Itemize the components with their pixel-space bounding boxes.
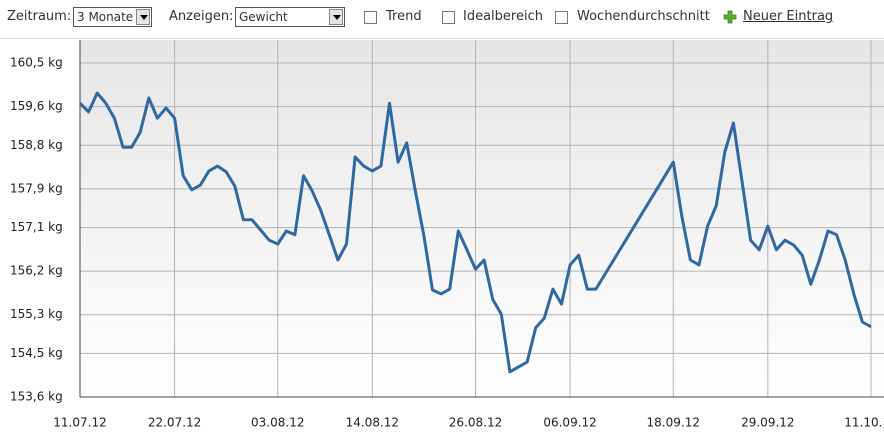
show-value: Gewicht [239,10,288,24]
y-tick-label: 157,1 kg [10,220,63,234]
y-tick-label: 154,5 kg [10,346,63,360]
x-tick-label: 06.09.12 [543,416,596,430]
checkbox[interactable] [442,11,455,24]
period-label: Zeitraum: [7,9,72,24]
y-tick-label: 157,9 kg [10,181,63,195]
plot-background [80,40,884,397]
show-label: Anzeigen: [169,9,234,24]
show-select[interactable]: Gewicht [235,7,345,27]
y-tick-label: 160,5 kg [10,56,63,70]
y-tick-label: 158,8 kg [10,138,63,152]
checkbox[interactable] [555,11,568,24]
x-tick-label: 11.07.12 [53,416,106,430]
period-select[interactable]: 3 Monate [73,7,152,27]
y-tick-label: 156,2 kg [10,264,63,278]
checkbox-label: Wochendurchschnitt [577,9,710,24]
checkbox-label: Idealbereich [463,9,543,24]
checkbox[interactable] [364,11,377,24]
x-tick-label: 14.08.12 [346,416,399,430]
x-tick-label: 22.07.12 [148,416,201,430]
dropdown-arrow [329,9,343,25]
x-tick-label: 26.08.12 [449,416,502,430]
toolbar: Zeitraum: 3 Monate Anzeigen: Gewicht Tre… [0,0,884,39]
x-tick-label: 11.10.12 [844,416,884,430]
new-entry-link[interactable]: Neuer Eintrag [743,9,834,24]
checkbox-label: Trend [386,9,422,24]
x-tick-label: 03.08.12 [251,416,304,430]
weight-line [78,91,872,374]
y-tick-label: 153,6 kg [10,390,63,404]
period-value: 3 Monate [77,10,134,24]
dropdown-arrow [136,9,150,25]
y-tick-label: 159,6 kg [10,99,63,113]
x-tick-label: 29.09.12 [741,416,794,430]
plus-icon [723,10,737,24]
x-tick-label: 18.09.12 [647,416,700,430]
y-tick-label: 155,3 kg [10,307,63,321]
